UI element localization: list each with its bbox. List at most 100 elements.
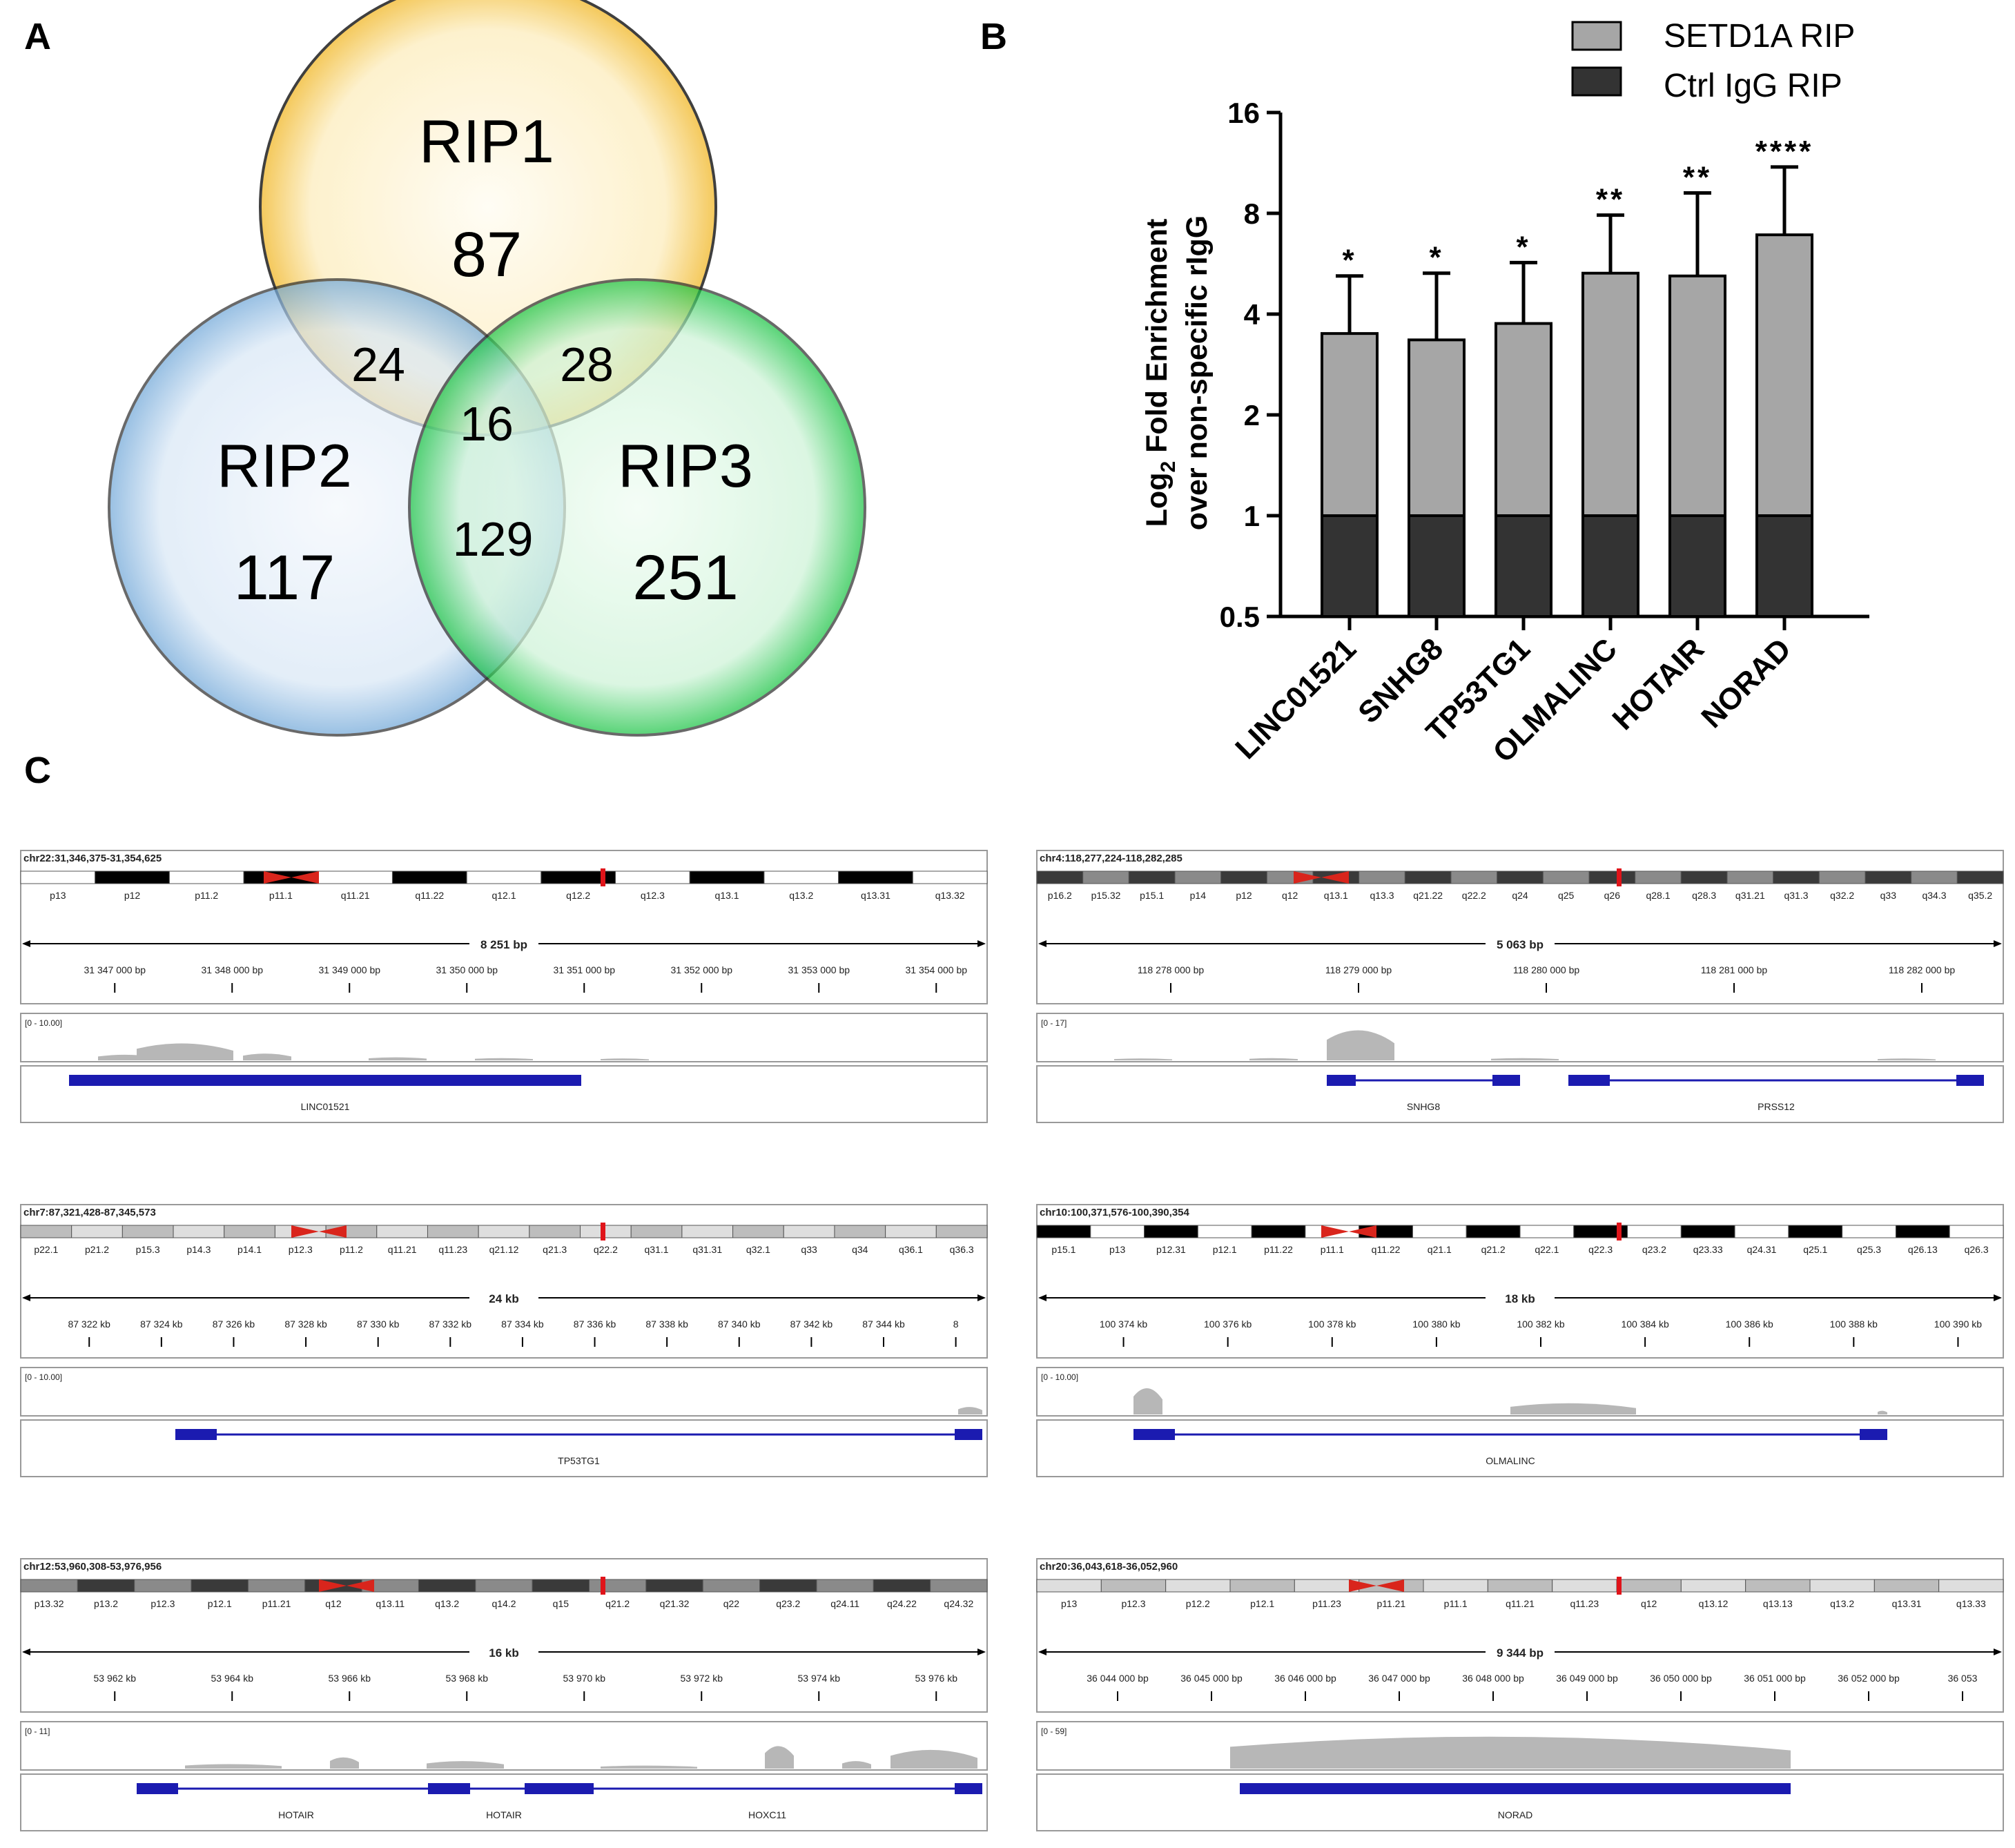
ideogram-band: [1412, 1225, 1467, 1238]
centromere: [1376, 1579, 1404, 1592]
ideogram-band-label: q11.22: [1372, 1244, 1401, 1255]
coordinate-tick-label: 87 334 kb: [501, 1319, 544, 1330]
igv-panel: chr7:87,321,428-87,345,573 p22.1 p21.2 p15.…: [20, 1204, 988, 1477]
ideogram-band: [466, 870, 542, 884]
ideogram-band-label: p16.2: [1048, 890, 1072, 901]
ideogram-band: [173, 1225, 225, 1238]
bar-igg-olmalinc: [1581, 514, 1639, 618]
span-label: 8 251 bp: [480, 938, 527, 951]
span-arrow-right: [1994, 1648, 2002, 1655]
ideogram-band-label: p22.1: [34, 1244, 58, 1255]
ideogram-band: [1229, 1579, 1295, 1593]
ideogram-band: [681, 1225, 734, 1238]
gene-name: PRSS12: [1758, 1101, 1795, 1112]
coordinate-tick-label: 87 328 kb: [284, 1319, 327, 1330]
span-label: 24 kb: [489, 1292, 518, 1305]
y-tick-label: 16: [1227, 97, 1260, 129]
y-tick-label: 1: [1244, 500, 1260, 532]
legend: SETD1A RIP Ctrl IgG RIP: [1571, 18, 1855, 104]
gene-exon: [1327, 1075, 1356, 1086]
ideogram-band-label: q24.32: [944, 1598, 973, 1609]
igv-locus: chr22:31,346,375-31,354,625: [23, 853, 162, 864]
centromere: [291, 871, 319, 884]
ideogram-band: [418, 1579, 476, 1593]
coverage-peak: [890, 1749, 977, 1769]
coordinate-tick-label: 87 332 kb: [429, 1319, 472, 1330]
gene-exon: [955, 1429, 982, 1440]
ideogram-band-label: p12.2: [1186, 1598, 1210, 1609]
bar-igg-snhg8: [1408, 514, 1466, 618]
coordinate-tick-label: 100 378 kb: [1308, 1319, 1356, 1330]
ideogram-band: [168, 870, 244, 884]
significance-label: *: [1516, 230, 1530, 264]
span-label-bg: [1486, 1290, 1555, 1305]
ideogram-band-label: p12: [1236, 890, 1252, 901]
coordinate-tick-label: 53 970 kb: [563, 1673, 606, 1684]
bar-setd1a-norad: [1755, 233, 1813, 517]
venn-overlap-all: 16: [460, 397, 514, 451]
gene-exon: [137, 1783, 178, 1794]
ideogram-band: [1220, 870, 1267, 884]
gene-name: TP53TG1: [558, 1455, 600, 1466]
ideogram-band-label: q22.1: [1535, 1244, 1559, 1255]
bar-setd1a-tp53tg1: [1495, 322, 1552, 517]
ideogram-band-label: p21.2: [85, 1244, 109, 1255]
coverage-peak: [185, 1764, 282, 1769]
coordinate-tick-label: 36 045 000 bp: [1180, 1673, 1243, 1684]
ideogram-band: [427, 1225, 479, 1238]
span-arrow-left: [22, 1294, 30, 1301]
ideogram-band-label: q13.32: [935, 890, 965, 901]
ideogram-band: [1497, 870, 1544, 884]
ideogram-band-label: p13.32: [35, 1598, 64, 1609]
ideogram-band: [376, 1225, 428, 1238]
significance-label: **: [1683, 161, 1712, 195]
ideogram-band: [478, 1225, 530, 1238]
y-tick-label: 4: [1244, 298, 1260, 331]
ideogram-band-label: q22.3: [1588, 1244, 1613, 1255]
coverage-peak: [330, 1757, 359, 1769]
ideogram-band: [615, 870, 690, 884]
ideogram-band: [1036, 870, 1084, 884]
gene-exon: [428, 1783, 456, 1794]
y-tick-label: 8: [1244, 197, 1260, 230]
coverage-track-frame: [20, 1367, 988, 1417]
ideogram-band-label: q28.3: [1692, 890, 1716, 901]
ideogram-band-label: p14: [1190, 890, 1207, 901]
ideogram-band: [1404, 870, 1452, 884]
gene-exon: [1240, 1783, 1791, 1794]
ideogram-band-label: q32.1: [746, 1244, 770, 1255]
ideogram-band-label: p13: [1061, 1598, 1078, 1609]
gene-track-frame: [20, 1065, 988, 1123]
gene-exon: [456, 1783, 470, 1794]
gene-exon: [1860, 1429, 1887, 1440]
coordinate-tick-label: 36 044 000 bp: [1087, 1673, 1149, 1684]
gene-track-frame: [20, 1419, 988, 1477]
ideogram-band-label: q33: [801, 1244, 817, 1255]
ideogram-band: [1251, 1225, 1306, 1238]
ideogram-band-label: q13.31: [1892, 1598, 1922, 1609]
ideogram-band-label: q21.2: [1481, 1244, 1506, 1255]
ideogram-band-label: q21.22: [1413, 890, 1443, 901]
coverage-peak: [137, 1043, 233, 1060]
coverage-track-frame: [20, 1013, 988, 1062]
coordinate-tick-label: 36 047 000 bp: [1368, 1673, 1430, 1684]
gene-exon: [1956, 1075, 1984, 1086]
ideogram-band-label: p15.1: [1051, 1244, 1075, 1255]
ideogram-band-label: q13.2: [789, 890, 813, 901]
ideogram-band-label: q36.1: [899, 1244, 923, 1255]
ideogram-band: [1873, 1579, 1940, 1593]
coordinate-tick-label: 87 326 kb: [213, 1319, 255, 1330]
coordinate-tick-label: 31 348 000 bp: [201, 964, 263, 975]
coverage-peak: [1327, 1030, 1394, 1060]
ideogram-band-label: q14.2: [491, 1598, 516, 1609]
ideogram-band: [1734, 1225, 1789, 1238]
bar-setd1a-hotair: [1668, 274, 1726, 517]
igv-panel: chr4:118,277,224-118,282,285 p16.2 p15.32 p…: [1036, 850, 2004, 1123]
ideogram-band-label: p12.1: [1213, 1244, 1237, 1255]
ideogram-band: [1956, 870, 2004, 884]
ideogram-band-label: q25: [1558, 890, 1575, 901]
ideogram-band: [121, 1225, 174, 1238]
gene-name: LINC01521: [301, 1101, 350, 1112]
